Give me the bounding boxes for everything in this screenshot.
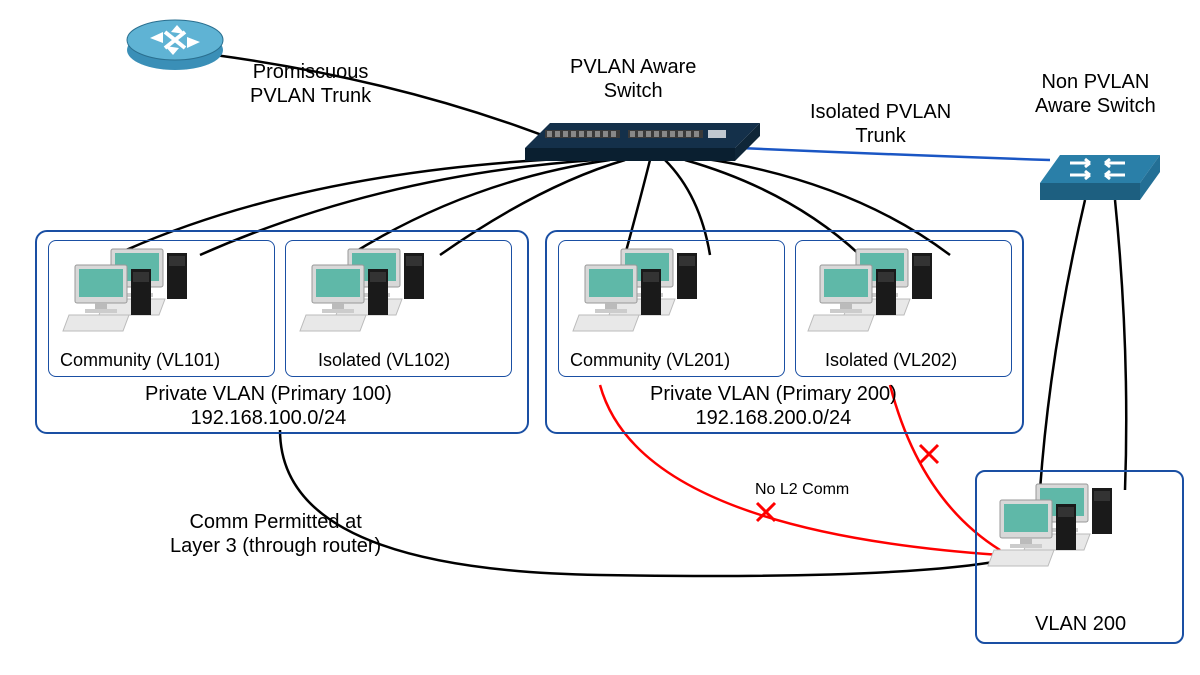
label-no-l2: No L2 Comm <box>755 480 849 499</box>
label-pvlan-aware-switch: PVLAN Aware Switch <box>570 55 696 103</box>
cable-isolated-trunk <box>740 148 1050 160</box>
right-switch-icon <box>1040 155 1160 200</box>
cable-rswitch-vlan200-pc2 <box>1115 200 1126 490</box>
main-switch-icon <box>525 123 760 161</box>
label-vl101: Community (VL101) <box>60 350 220 372</box>
label-vl102: Isolated (VL102) <box>318 350 450 372</box>
label-vl202: Isolated (VL202) <box>825 350 957 372</box>
cable-rswitch-vlan200-pc1 <box>1040 200 1085 490</box>
label-pvlan-200: Private VLAN (Primary 200) 192.168.200.0… <box>650 382 897 430</box>
label-vl201: Community (VL201) <box>570 350 730 372</box>
label-isolated-trunk: Isolated PVLAN Trunk <box>810 100 951 148</box>
x-mark-1 <box>757 503 775 521</box>
label-comm-permitted: Comm Permitted at Layer 3 (through route… <box>170 510 381 558</box>
router-icon <box>127 20 223 70</box>
x-mark-2 <box>920 445 938 463</box>
label-promiscuous-trunk: Promiscuous PVLAN Trunk <box>250 60 371 108</box>
label-non-pvlan-switch: Non PVLAN Aware Switch <box>1035 70 1156 118</box>
label-pvlan-100: Private VLAN (Primary 100) 192.168.100.0… <box>145 382 392 430</box>
label-vlan200: VLAN 200 <box>1035 612 1126 636</box>
